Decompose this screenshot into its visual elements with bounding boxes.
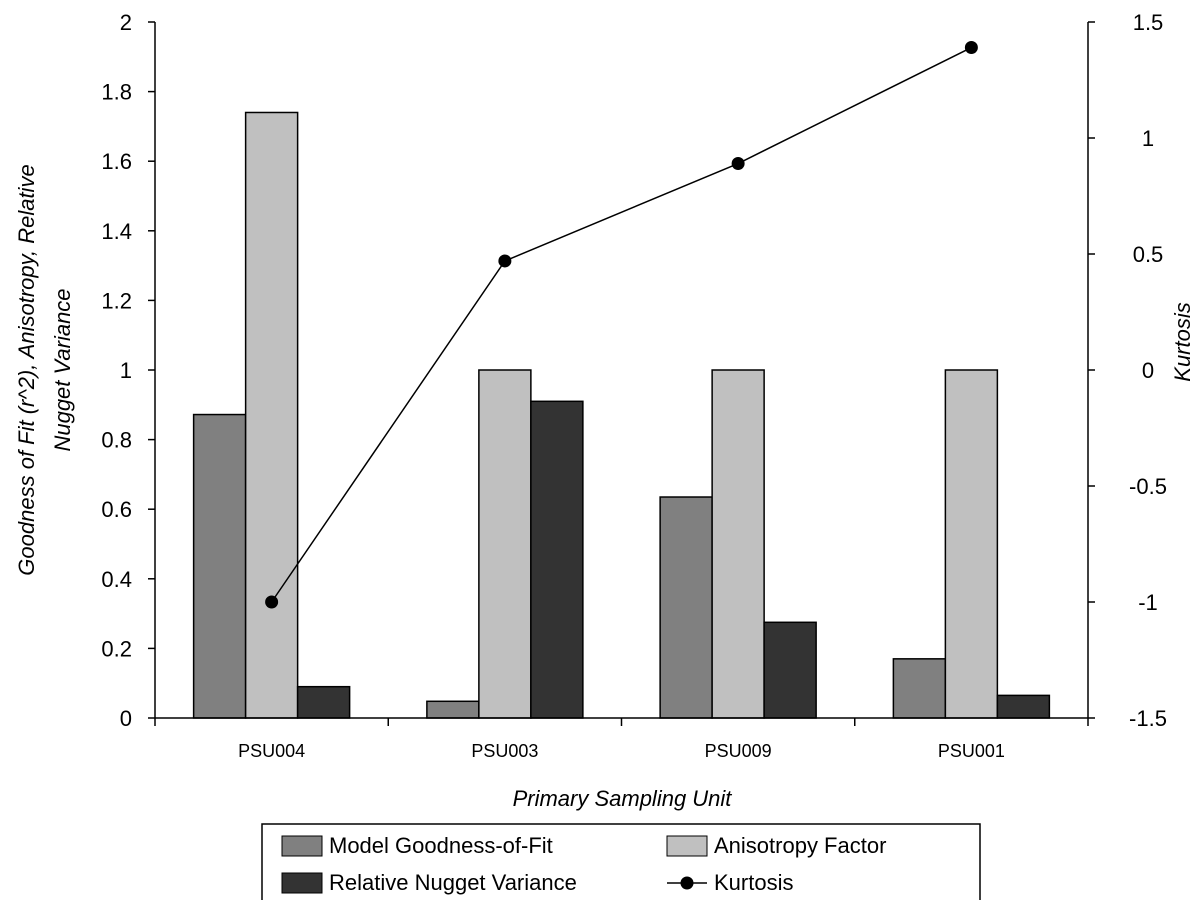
kurtosis-point-psu003	[498, 254, 512, 268]
kurtosis-point-psu009	[731, 157, 745, 171]
y-axis-title: Goodness of Fit (r^2), Anisotropy, Relat…	[14, 164, 75, 575]
bar-model-goodness-of-fit-psu009	[659, 496, 713, 719]
bar-relative-nugget-variance-psu004	[296, 685, 351, 719]
y2-tick-label: -1.5	[1129, 706, 1167, 731]
legend-swatch-kurtosis-marker	[680, 876, 694, 890]
legend-swatch-goodness-of-fit	[281, 835, 323, 857]
bar-anisotropy-factor-psu009	[711, 369, 765, 719]
bar-anisotropy-factor-psu003	[478, 369, 532, 719]
bar-model-goodness-of-fit-psu001	[892, 658, 947, 719]
kurtosis-line-layer	[265, 41, 978, 609]
bars-layer	[192, 111, 1051, 719]
kurtosis-line	[271, 46, 972, 603]
y-tick-label: 1.6	[101, 149, 132, 174]
y-tick-label: 1	[120, 358, 132, 383]
y-tick-label: 1.4	[101, 219, 132, 244]
legend-label-anisotropy-factor: Anisotropy Factor	[714, 833, 886, 858]
legend-swatch-anisotropy-factor	[666, 835, 708, 857]
y-tick-label: 0.2	[101, 636, 132, 661]
y-axis-title-line-2: Nugget Variance	[50, 288, 75, 451]
axes-layer: 0 0.2 0.4 0.6 0.8 1 1.2 1.4 1.6 1.8 2 -1.5 -1 -0.5 0 0.…	[101, 10, 1167, 761]
legend-label-kurtosis: Kurtosis	[714, 870, 793, 895]
y2-tick-label: -0.5	[1129, 474, 1167, 499]
x-tick-label: PSU001	[938, 741, 1005, 761]
y-axis-title-line-1: Goodness of Fit (r^2), Anisotropy, Relat…	[14, 164, 39, 575]
y2-tick-label: 0.5	[1133, 242, 1164, 267]
y2-tick-label: -1	[1138, 590, 1158, 615]
x-axis-title: Primary Sampling Unit	[513, 786, 733, 811]
x-tick-label: PSU009	[705, 741, 772, 761]
bar-model-goodness-of-fit-psu003	[426, 700, 480, 719]
legend-swatch-relative-nugget-variance	[281, 872, 323, 894]
y-tick-label: 2	[120, 10, 132, 35]
y2-tick-label: 0	[1142, 358, 1154, 383]
y-tick-label: 0.6	[101, 497, 132, 522]
bar-relative-nugget-variance-psu009	[763, 621, 817, 719]
y2-tick-label: 1.5	[1133, 10, 1164, 35]
bar-relative-nugget-variance-psu003	[530, 400, 584, 719]
legend-label-relative-nugget-variance: Relative Nugget Variance	[329, 870, 577, 895]
kurtosis-point-psu004	[265, 595, 279, 609]
y2-axis-title: Kurtosis	[1170, 302, 1195, 381]
bar-model-goodness-of-fit-psu004	[192, 413, 247, 719]
legend-box	[261, 823, 981, 900]
kurtosis-point-psu001	[964, 41, 978, 55]
y-tick-label: 1.8	[101, 80, 132, 105]
y-tick-label: 0	[120, 706, 132, 731]
x-tick-label: PSU003	[471, 741, 538, 761]
bar-relative-nugget-variance-psu001	[996, 694, 1051, 719]
bar-anisotropy-factor-psu004	[244, 111, 299, 719]
legend: Model Goodness-of-Fit Anisotropy Factor …	[261, 823, 981, 900]
y2-tick-label: 1	[1142, 126, 1154, 151]
y-tick-label: 1.2	[101, 288, 132, 313]
bar-anisotropy-factor-psu001	[944, 369, 999, 719]
x-tick-label: PSU004	[238, 741, 305, 761]
y-tick-label: 0.8	[101, 428, 132, 453]
y-tick-label: 0.4	[101, 567, 132, 592]
legend-label-goodness-of-fit: Model Goodness-of-Fit	[329, 833, 553, 858]
